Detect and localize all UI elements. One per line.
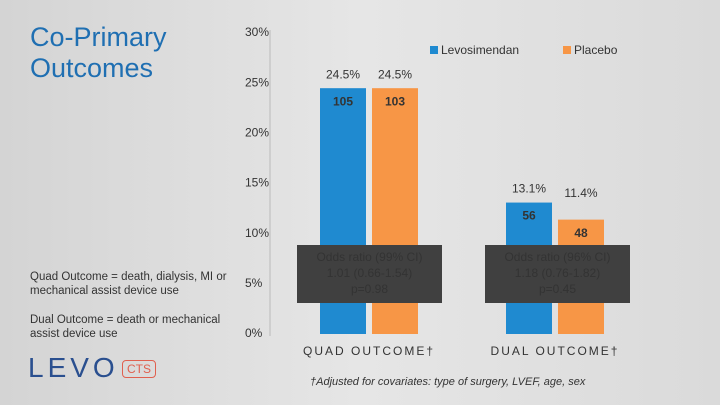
annotation-box [485,245,630,303]
y-tick-label: 30% [245,25,269,39]
value-label: 24.5% [326,67,360,81]
value-label: 24.5% [378,67,412,81]
annotation-text: 1.01 (0.66-1.54) [327,266,412,280]
x-tick-label: QUAD OUTCOME† [303,344,435,358]
y-tick-label: 10% [245,226,269,240]
footnote: †Adjusted for covariates: type of surger… [310,376,586,388]
count-label: 56 [522,209,536,223]
legend-swatch [430,46,438,54]
note: Dual Outcome = death or mechanical assis… [30,314,221,340]
annotation-box [297,245,442,303]
annotation-text: Odds ratio (99% CI) [316,250,422,264]
legend-label: Placebo [574,43,618,57]
y-tick-label: 5% [245,276,263,290]
y-tick-label: 20% [245,126,269,140]
value-label: 11.4% [564,186,597,200]
logo-text: LEVO [28,352,119,383]
x-tick-label: DUAL OUTCOME† [491,344,620,358]
y-tick-label: 15% [245,176,269,190]
count-label: 103 [385,94,405,108]
y-tick-label: 25% [245,75,269,89]
annotation-text: p=0.98 [351,282,388,296]
value-label: 13.1% [512,182,546,196]
y-tick-label: 0% [245,326,263,340]
annotation-text: p=0.45 [539,282,576,296]
note: Quad Outcome = death, dialysis, MI or me… [30,271,227,297]
annotation-text: Odds ratio (96% CI) [504,250,610,264]
legend-label: Levosimendan [441,43,519,57]
logo-badge: CTS [122,360,156,378]
count-label: 48 [574,226,588,240]
count-label: 105 [333,94,353,108]
annotation-text: 1.18 (0.76-1.82) [515,266,600,280]
legend-swatch [563,46,571,54]
slide-title: Co-Primary Outcomes [30,22,167,83]
